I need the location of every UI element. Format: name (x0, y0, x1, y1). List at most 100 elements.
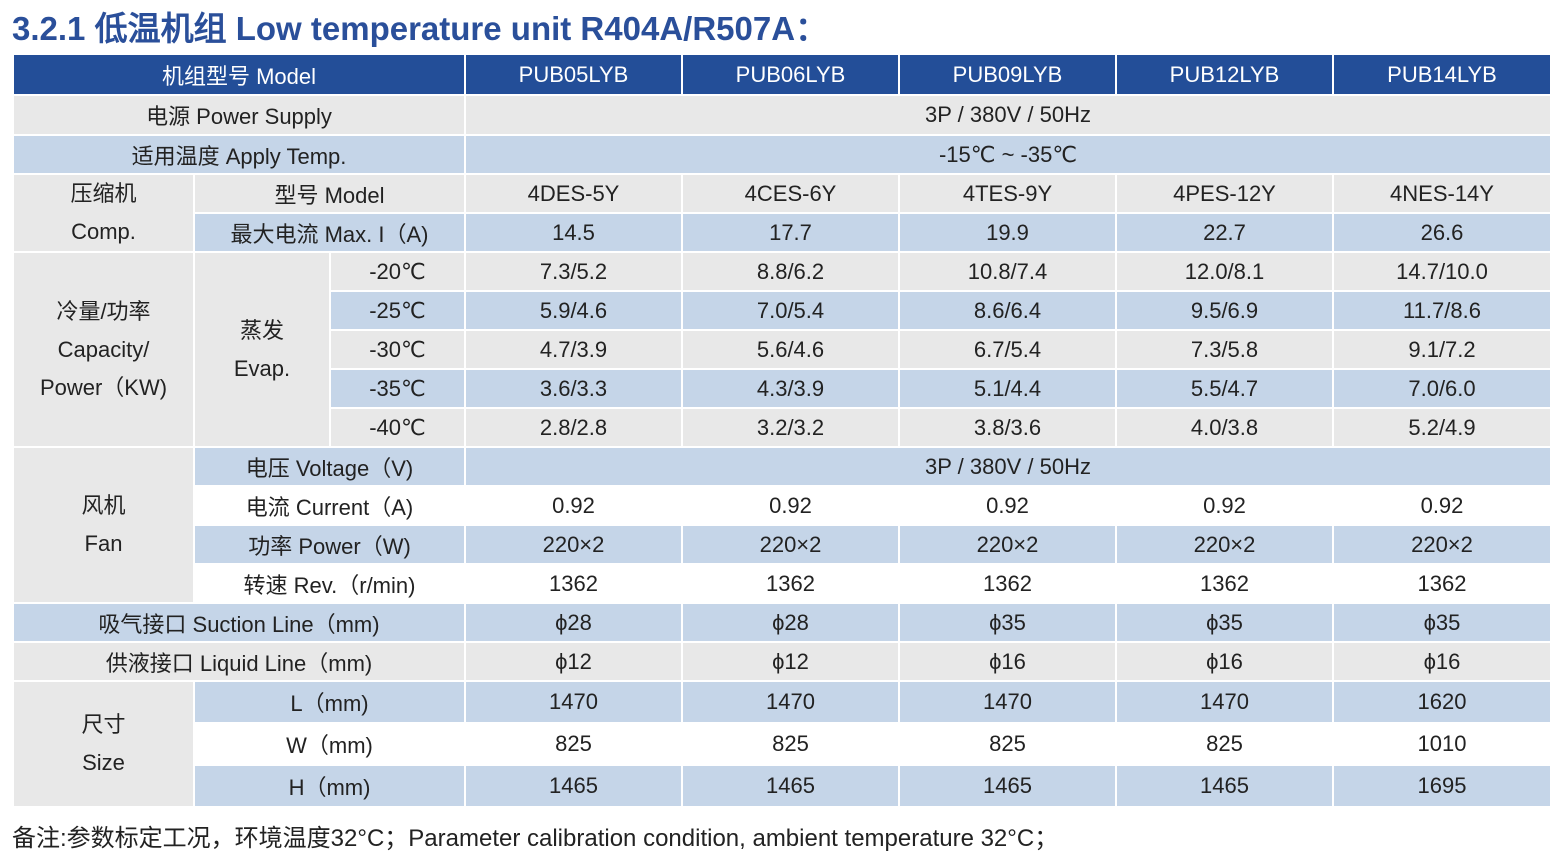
size-label-cn: 尺寸 (81, 712, 126, 737)
cell: 10.8/7.4 (898, 251, 1117, 292)
capacity-row: -30℃ 4.7/3.9 5.6/4.6 6.7/5.4 7.3/5.8 9.1… (13, 329, 1552, 370)
cell: 825 (464, 722, 683, 766)
fan-current-row: 电流 Current（A) 0.92 0.92 0.92 0.92 0.92 (13, 485, 1552, 526)
compressor-label-en: Comp. (71, 219, 136, 244)
cell: 0.92 (464, 485, 683, 526)
cell: 5.9/4.6 (464, 290, 683, 331)
cell: ϕ12 (681, 641, 900, 682)
cell: 11.7/8.6 (1332, 290, 1552, 331)
fan-rev-label: 转速 Rev.（r/min) (193, 563, 466, 604)
cell: 7.3/5.2 (464, 251, 683, 292)
cell: 3.2/3.2 (681, 407, 900, 448)
fan-power-label: 功率 Power（W) (193, 524, 466, 565)
model-header: PUB06LYB (681, 53, 900, 96)
fan-power-row: 功率 Power（W) 220×2 220×2 220×2 220×2 220×… (13, 524, 1552, 565)
cell: 7.3/5.8 (1115, 329, 1334, 370)
capacity-row: 冷量/功率 Capacity/ Power（KW) 蒸发 Evap. -20℃ … (12, 251, 1552, 448)
cell: 0.92 (1115, 485, 1334, 526)
cell: 220×2 (898, 524, 1117, 565)
fan-voltage-row: 风机 Fan 电压 Voltage（V) 3P / 380V / 50Hz (12, 446, 1552, 604)
capacity-label-unit: Power（KW) (39, 374, 168, 400)
compressor-group-label: 压缩机 Comp. (12, 173, 195, 253)
cell: 6.7/5.4 (898, 329, 1117, 370)
apply-temp-label: 适用温度 Apply Temp. (12, 134, 466, 175)
cell: 26.6 (1332, 212, 1552, 253)
capacity-row: -40℃ 2.8/2.8 3.2/3.2 3.8/3.6 4.0/3.8 5.2… (13, 407, 1552, 448)
cell: 0.92 (681, 485, 900, 526)
size-label-en: Size (82, 750, 125, 775)
cell: 3.6/3.3 (464, 368, 683, 409)
compressor-model-row: 压缩机 Comp. 型号 Model 4DES-5Y 4CES-6Y 4TES-… (12, 173, 1552, 253)
fan-group-label: 风机 Fan (12, 446, 195, 604)
fan-voltage-label: 电压 Voltage（V) (193, 446, 466, 487)
size-dim-label: L（mm) (193, 680, 466, 724)
size-row: 尺寸 Size L（mm) 1470 1470 1470 1470 1620 (12, 680, 1552, 808)
power-supply-row: 电源 Power Supply 3P / 380V / 50Hz (12, 94, 1552, 136)
fan-label-en: Fan (84, 531, 123, 556)
model-header: PUB09LYB (898, 53, 1117, 96)
cell: 1470 (1115, 680, 1334, 724)
cell: 825 (1115, 722, 1334, 766)
cell: ϕ28 (464, 602, 683, 643)
compressor-current-row: 最大电流 Max. I（A) 14.5 17.7 19.9 22.7 26.6 (13, 212, 1552, 253)
cell: ϕ35 (1332, 602, 1552, 643)
suction-row: 吸气接口 Suction Line（mm) ϕ28 ϕ28 ϕ35 ϕ35 ϕ3… (12, 602, 1552, 643)
cell: 1470 (464, 680, 683, 724)
cell: ϕ16 (898, 641, 1117, 682)
cell: 0.92 (1332, 485, 1552, 526)
cell: 7.0/6.0 (1332, 368, 1552, 409)
cell: 4TES-9Y (898, 173, 1117, 214)
cell: 1695 (1332, 764, 1552, 808)
cell: 5.1/4.4 (898, 368, 1117, 409)
evap-temp: -40℃ (329, 407, 466, 448)
cell: 3.8/3.6 (898, 407, 1117, 448)
cell: 220×2 (464, 524, 683, 565)
cell: 4.7/3.9 (464, 329, 683, 370)
cell: 8.8/6.2 (681, 251, 900, 292)
cell: 4.0/3.8 (1115, 407, 1334, 448)
evap-temp: -30℃ (329, 329, 466, 370)
footnote: 备注:参数标定工况，环境温度32°C；Parameter calibration… (12, 825, 1059, 852)
cell: 22.7 (1115, 212, 1334, 253)
cell: 8.6/6.4 (898, 290, 1117, 331)
cell: 1470 (898, 680, 1117, 724)
capacity-label-en: Capacity/ (57, 336, 150, 362)
cell: 7.0/5.4 (681, 290, 900, 331)
compressor-current-label: 最大电流 Max. I（A) (193, 212, 466, 253)
cell: 825 (681, 722, 900, 766)
cell: 1465 (464, 764, 683, 808)
cell: 4NES-14Y (1332, 173, 1552, 214)
cell: ϕ12 (464, 641, 683, 682)
cell: 1465 (898, 764, 1117, 808)
cell: 1465 (681, 764, 900, 808)
evap-label-cn: 蒸发 (239, 317, 284, 343)
cell: 4PES-12Y (1115, 173, 1334, 214)
size-dim-label: W（mm) (193, 722, 466, 766)
cell: 14.7/10.0 (1332, 251, 1552, 292)
cell: 0.92 (898, 485, 1117, 526)
cell: 5.5/4.7 (1115, 368, 1334, 409)
power-supply-value: 3P / 380V / 50Hz (464, 94, 1552, 136)
cell: 19.9 (898, 212, 1117, 253)
capacity-row: -25℃ 5.9/4.6 7.0/5.4 8.6/6.4 9.5/6.9 11.… (13, 290, 1552, 331)
cell: 1362 (1332, 563, 1552, 604)
cell: 1620 (1332, 680, 1552, 724)
fan-label-cn: 风机 (81, 493, 126, 518)
cell: 1470 (681, 680, 900, 724)
cell: ϕ16 (1115, 641, 1334, 682)
cell: 4.3/3.9 (681, 368, 900, 409)
power-supply-label: 电源 Power Supply (12, 94, 466, 136)
model-header: PUB12LYB (1115, 53, 1334, 96)
cell: ϕ35 (1115, 602, 1334, 643)
cell: ϕ28 (681, 602, 900, 643)
cell: ϕ35 (898, 602, 1117, 643)
cell: 1465 (1115, 764, 1334, 808)
cell: 220×2 (1115, 524, 1334, 565)
liquid-row: 供液接口 Liquid Line（mm) ϕ12 ϕ12 ϕ16 ϕ16 ϕ16 (12, 641, 1552, 682)
spec-table: 机组型号 Model PUB05LYB PUB06LYB PUB09LYB PU… (12, 53, 1552, 808)
cell: 1362 (681, 563, 900, 604)
cell: 825 (898, 722, 1117, 766)
evap-temp: -35℃ (329, 368, 466, 409)
evap-temp: -25℃ (329, 290, 466, 331)
cell: 17.7 (681, 212, 900, 253)
